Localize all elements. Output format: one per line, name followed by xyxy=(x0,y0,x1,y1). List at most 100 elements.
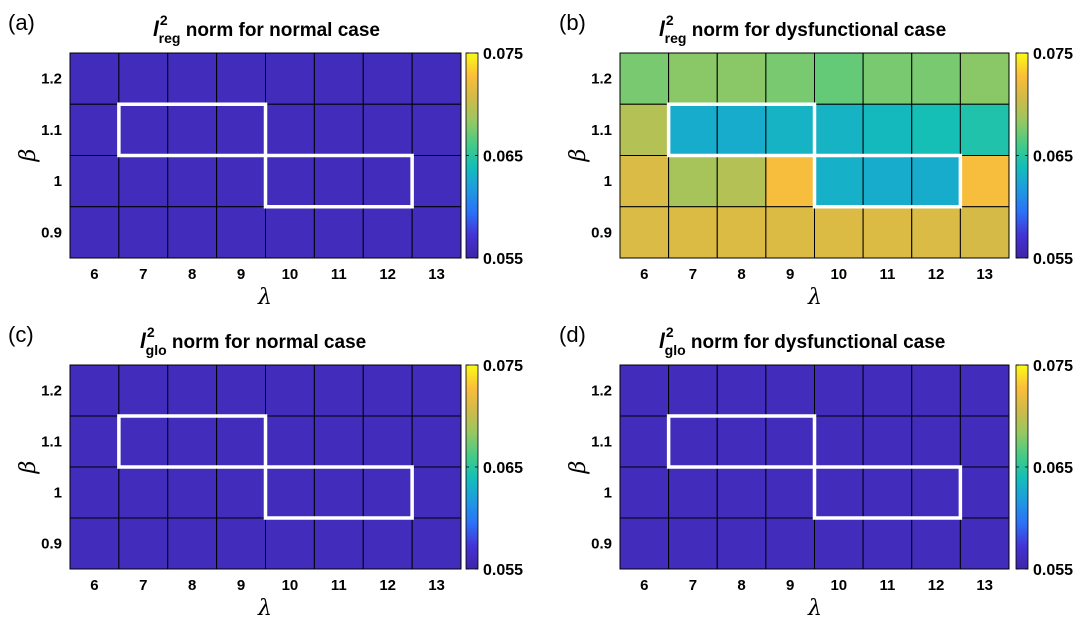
y-tick-label: 1.2 xyxy=(591,383,612,400)
heatmap-cell xyxy=(216,517,266,570)
highlight-box xyxy=(812,153,963,209)
heatmap-cell xyxy=(216,364,266,417)
x-axis-label: λ xyxy=(807,285,822,310)
x-tick-label: 9 xyxy=(786,577,794,594)
heatmap-cell xyxy=(313,206,364,259)
colorbar-tick-label: 0.075 xyxy=(1033,46,1073,63)
heatmap-cell xyxy=(862,466,913,519)
heatmap-cell xyxy=(265,415,315,468)
heatmap-cell xyxy=(362,103,413,156)
y-tick-label: 1 xyxy=(604,173,612,190)
heatmap-cell xyxy=(668,206,718,259)
colorbar-tick-label: 0.055 xyxy=(1033,251,1073,268)
heatmap-cell xyxy=(814,364,864,417)
heatmap-cell xyxy=(313,415,364,468)
heatmap-cell xyxy=(716,155,767,208)
heatmap-cell xyxy=(216,415,266,468)
heatmap-panel-b: (b) l2 reg norm for dysfunctional case 6 7 8 9… xyxy=(559,10,1073,310)
colorbar-tick-label: 0.065 xyxy=(1033,149,1073,166)
highlight-box xyxy=(263,153,414,209)
heatmap-cell xyxy=(619,517,670,570)
heatmap-cell xyxy=(362,206,413,259)
heatmap-cell xyxy=(716,52,767,105)
heatmap-cell xyxy=(765,466,815,519)
heatmap-cell xyxy=(265,517,315,570)
chart-title: l2 reg norm for dysfunctional case xyxy=(659,12,946,46)
heatmap-cell xyxy=(313,364,364,417)
title-superscript: 2 xyxy=(666,12,674,28)
heatmap-cell xyxy=(69,364,120,417)
y-tick-label: 1 xyxy=(54,485,62,502)
heatmap-cell xyxy=(862,155,913,208)
x-tick-label: 12 xyxy=(379,266,396,283)
x-axis-label: λ xyxy=(257,285,272,310)
x-tick-label: 10 xyxy=(830,266,847,283)
heatmap-cell xyxy=(814,466,864,519)
heatmap-cell xyxy=(814,52,864,105)
x-tick-label: 12 xyxy=(379,577,396,594)
x-tick-label: 7 xyxy=(689,266,697,283)
x-tick-label: 9 xyxy=(237,266,245,283)
x-tick-label: 11 xyxy=(331,266,347,283)
y-tick-label: 1 xyxy=(54,173,62,190)
x-tick-label: 9 xyxy=(786,266,794,283)
heatmap-cell xyxy=(862,206,913,259)
heatmap-cell xyxy=(411,364,462,417)
heatmap-cell xyxy=(313,517,364,570)
title-superscript: 2 xyxy=(160,12,168,28)
heatmap-cell xyxy=(765,155,815,208)
title-text: norm for dysfunctional case xyxy=(686,332,946,353)
heatmap-cell xyxy=(911,517,961,570)
heatmap-cell xyxy=(69,517,120,570)
y-axis-label: β xyxy=(566,461,591,475)
heatmap-cell xyxy=(411,155,462,208)
heatmap-cell xyxy=(668,517,718,570)
x-tick-label: 11 xyxy=(331,577,347,594)
y-tick-label: 1.2 xyxy=(41,71,62,88)
heatmap-cell xyxy=(118,364,169,417)
heatmap-cell xyxy=(362,52,413,105)
colorbar-tick-label: 0.065 xyxy=(483,149,523,166)
y-tick-label: 1 xyxy=(604,485,612,502)
highlight-box xyxy=(812,465,963,520)
highlight-box xyxy=(117,102,268,158)
heatmap-cell xyxy=(862,517,913,570)
heatmap-cell xyxy=(69,103,120,156)
plot-frame xyxy=(69,364,462,570)
colorbar-tick-label: 0.065 xyxy=(483,460,523,477)
heatmap-cell xyxy=(716,517,767,570)
heatmap-cell xyxy=(765,52,815,105)
heatmap-cell xyxy=(814,206,864,259)
x-tick-label: 13 xyxy=(428,266,445,283)
x-tick-label: 7 xyxy=(139,577,147,594)
y-tick-label: 0.9 xyxy=(41,536,62,553)
plot-frame xyxy=(619,52,1010,259)
heatmap-cell xyxy=(765,415,815,468)
heatmap-cell xyxy=(619,466,670,519)
heatmap-cell xyxy=(765,517,815,570)
heatmap-cell xyxy=(716,466,767,519)
y-tick-label: 1.1 xyxy=(41,122,62,139)
heatmap-cell xyxy=(118,52,169,105)
heatmap-cell xyxy=(716,364,767,417)
title-subscript: glo xyxy=(665,342,686,358)
title-symbol: l xyxy=(659,18,666,41)
colorbar-tick-label: 0.075 xyxy=(483,46,523,63)
colorbar-tick-label: 0.065 xyxy=(1033,460,1073,477)
colorbar-tick-label: 0.055 xyxy=(1033,562,1073,579)
x-tick-label: 13 xyxy=(976,577,993,594)
heatmap-cell xyxy=(765,103,815,156)
heatmap-cell xyxy=(362,364,413,417)
heatmap-cell xyxy=(411,466,462,519)
heatmap-cell xyxy=(959,206,1010,259)
heatmap-cell xyxy=(668,415,718,468)
heatmap-cell xyxy=(216,52,266,105)
heatmap-cell xyxy=(862,415,913,468)
x-tick-label: 13 xyxy=(976,266,993,283)
heatmap-cell xyxy=(959,103,1010,156)
heatmap-cell xyxy=(362,415,413,468)
x-tick-label: 6 xyxy=(640,577,648,594)
heatmap-cell xyxy=(167,206,218,259)
panel-label: (d) xyxy=(559,322,586,347)
